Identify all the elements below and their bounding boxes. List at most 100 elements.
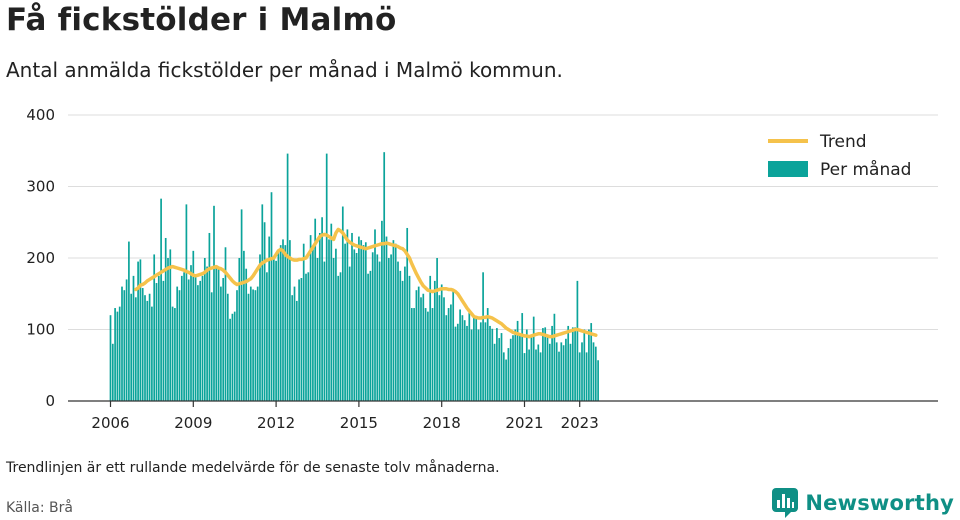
bar bbox=[151, 306, 153, 401]
bar bbox=[597, 360, 599, 401]
bar bbox=[512, 335, 514, 401]
newsworthy-logo-icon bbox=[772, 488, 799, 518]
bar bbox=[475, 318, 478, 401]
bar bbox=[275, 260, 277, 401]
bar bbox=[578, 352, 581, 401]
bar bbox=[385, 236, 388, 401]
bar bbox=[394, 243, 397, 401]
footnote: Trendlinjen är ett rullande medelvärde f… bbox=[6, 460, 500, 476]
axes: 0 100 200 300 400 2006 2009 2012 2015 2018 2021 202… bbox=[26, 106, 938, 432]
bar bbox=[491, 328, 494, 401]
bar bbox=[537, 344, 540, 401]
bar bbox=[132, 275, 135, 402]
bar bbox=[160, 198, 162, 401]
x-tick-label: 2012 bbox=[257, 414, 295, 432]
bar bbox=[178, 290, 181, 401]
bar bbox=[422, 293, 425, 401]
y-tick-label: 100 bbox=[26, 321, 55, 339]
bar bbox=[125, 279, 128, 401]
bar bbox=[282, 239, 284, 401]
bar bbox=[155, 283, 158, 401]
bar bbox=[436, 258, 438, 401]
bar bbox=[222, 278, 225, 401]
bar bbox=[130, 293, 133, 401]
bar bbox=[137, 261, 139, 401]
bar bbox=[528, 349, 530, 401]
y-tick-label: 400 bbox=[26, 106, 55, 124]
bar bbox=[376, 254, 379, 401]
bar bbox=[183, 272, 185, 401]
x-tick-label: 2009 bbox=[174, 414, 212, 432]
bar bbox=[390, 254, 392, 401]
chart-subtitle: Antal anmälda fickstölder per månad i Ma… bbox=[6, 58, 563, 82]
bar bbox=[567, 325, 570, 401]
bar bbox=[498, 338, 501, 401]
bar bbox=[523, 353, 526, 401]
bar bbox=[560, 342, 563, 401]
bar bbox=[519, 333, 521, 401]
bar bbox=[546, 335, 549, 401]
bar bbox=[328, 239, 330, 401]
bar bbox=[325, 153, 328, 401]
bar bbox=[438, 295, 441, 401]
legend-bar-swatch bbox=[768, 161, 808, 177]
bar bbox=[408, 275, 411, 402]
bar bbox=[417, 286, 420, 401]
bar bbox=[238, 258, 241, 401]
bar bbox=[456, 323, 459, 401]
bar bbox=[539, 352, 542, 401]
bar bbox=[397, 261, 399, 401]
bar bbox=[542, 328, 544, 401]
bar bbox=[496, 328, 498, 401]
bar bbox=[378, 261, 381, 401]
bar bbox=[420, 297, 422, 401]
bar bbox=[463, 320, 466, 401]
bar bbox=[190, 265, 192, 401]
bar bbox=[431, 308, 434, 401]
bar bbox=[203, 258, 206, 401]
bar bbox=[302, 243, 305, 401]
bar bbox=[109, 315, 112, 401]
bar bbox=[162, 280, 165, 401]
bar bbox=[505, 359, 507, 401]
bar bbox=[461, 315, 464, 401]
x-tick-label: 2021 bbox=[505, 414, 543, 432]
bar bbox=[335, 248, 337, 401]
bar bbox=[443, 297, 445, 401]
bar bbox=[548, 343, 551, 401]
bar bbox=[247, 293, 250, 401]
bar bbox=[226, 293, 229, 401]
bar bbox=[459, 309, 461, 401]
bar bbox=[473, 315, 475, 401]
bar bbox=[500, 333, 503, 401]
bar bbox=[468, 311, 471, 402]
bar bbox=[111, 343, 114, 401]
bar bbox=[387, 258, 390, 401]
bar bbox=[164, 237, 167, 401]
bar bbox=[585, 352, 588, 401]
bar bbox=[440, 284, 443, 401]
bar bbox=[454, 326, 457, 401]
bar bbox=[569, 343, 572, 401]
bar bbox=[243, 250, 245, 401]
bar bbox=[551, 325, 553, 401]
bar bbox=[270, 192, 273, 401]
bar bbox=[116, 311, 119, 402]
bar-series bbox=[109, 152, 599, 402]
bar bbox=[486, 308, 489, 401]
bar bbox=[424, 308, 427, 401]
bar bbox=[291, 295, 294, 401]
bar bbox=[514, 329, 517, 401]
bar bbox=[348, 266, 351, 401]
bar bbox=[413, 308, 415, 401]
bar bbox=[427, 311, 429, 402]
x-tick-label: 2018 bbox=[423, 414, 461, 432]
bar bbox=[574, 327, 576, 401]
bar bbox=[295, 300, 298, 401]
bar bbox=[128, 241, 130, 401]
bar bbox=[516, 320, 519, 401]
bar bbox=[477, 329, 480, 401]
bar bbox=[410, 308, 413, 401]
bar bbox=[134, 297, 137, 401]
grid-lines bbox=[68, 114, 938, 330]
